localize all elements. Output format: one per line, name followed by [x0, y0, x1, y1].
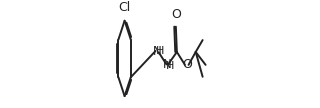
Text: Cl: Cl	[118, 1, 131, 14]
Text: O: O	[182, 58, 192, 71]
Text: H: H	[166, 61, 174, 71]
Text: O: O	[171, 8, 181, 21]
Text: N: N	[153, 45, 161, 58]
Text: N: N	[163, 58, 171, 71]
Text: H: H	[156, 46, 164, 56]
